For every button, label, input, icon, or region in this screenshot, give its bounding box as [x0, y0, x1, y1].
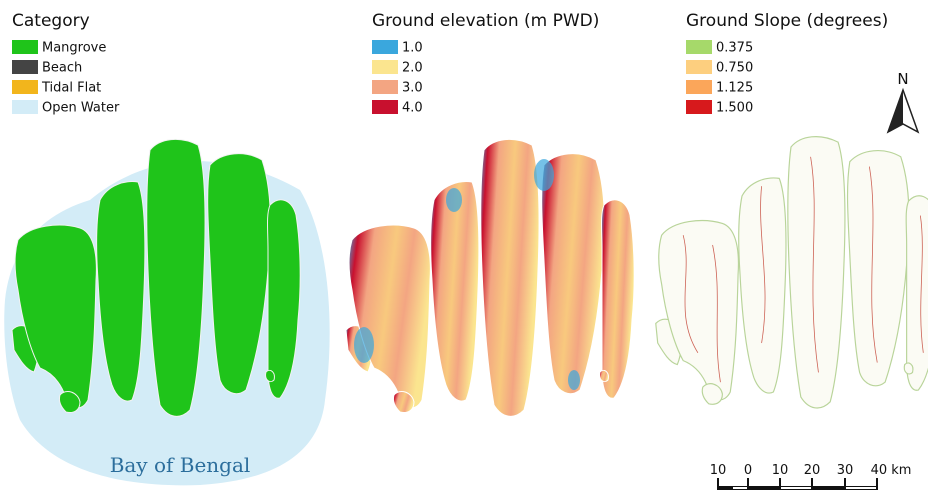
elevation-map	[346, 139, 634, 416]
legend-label: 1.125	[716, 81, 753, 96]
map-figure: Category Mangrove Beach Tidal Flat Open Wate…	[0, 0, 928, 496]
legend-swatch	[372, 100, 398, 114]
legend-label: 4.0	[402, 101, 423, 116]
legend-label: Beach	[42, 61, 82, 76]
legend-label: 1.0	[402, 41, 423, 56]
annotation: Bay of Bengal	[110, 453, 251, 477]
legend-title: Ground elevation (m PWD)	[372, 11, 599, 31]
legend-swatch	[686, 100, 712, 114]
legend-swatch	[12, 80, 38, 94]
legend-label: 2.0	[402, 61, 423, 76]
scale-label: 30	[837, 463, 854, 478]
legend-swatch	[12, 60, 38, 74]
scale-bar: 10 0 10 20 30 40 km	[710, 463, 912, 490]
scale-label: 10	[772, 463, 789, 478]
scale-label: 20	[804, 463, 821, 478]
scale-label: 40 km	[871, 463, 912, 478]
north-label: N	[897, 70, 908, 88]
legend-label: 1.500	[716, 101, 753, 116]
legend-swatch	[686, 40, 712, 54]
legend-swatch	[12, 100, 38, 114]
scale-label: 0	[744, 463, 752, 478]
legend-label: 0.750	[716, 61, 753, 76]
slope-map	[656, 137, 928, 408]
legend-swatch	[372, 40, 398, 54]
legend-label: 0.375	[716, 41, 753, 56]
legend-title: Ground Slope (degrees)	[686, 11, 888, 31]
legend-title: Category	[12, 11, 90, 31]
legend-label: Open Water	[42, 101, 120, 116]
legend-label: Mangrove	[42, 41, 106, 56]
north-arrow: N	[888, 70, 918, 132]
legend-swatch	[372, 60, 398, 74]
legend-swatch	[686, 60, 712, 74]
legend-swatch	[686, 80, 712, 94]
legend-label: Tidal Flat	[41, 81, 101, 96]
scale-label: 10	[710, 463, 727, 478]
legend-label: 3.0	[402, 81, 423, 96]
legends: Category Mangrove Beach Tidal Flat Open Wate…	[12, 11, 888, 116]
legend-swatch	[12, 40, 38, 54]
legend-swatch	[372, 80, 398, 94]
